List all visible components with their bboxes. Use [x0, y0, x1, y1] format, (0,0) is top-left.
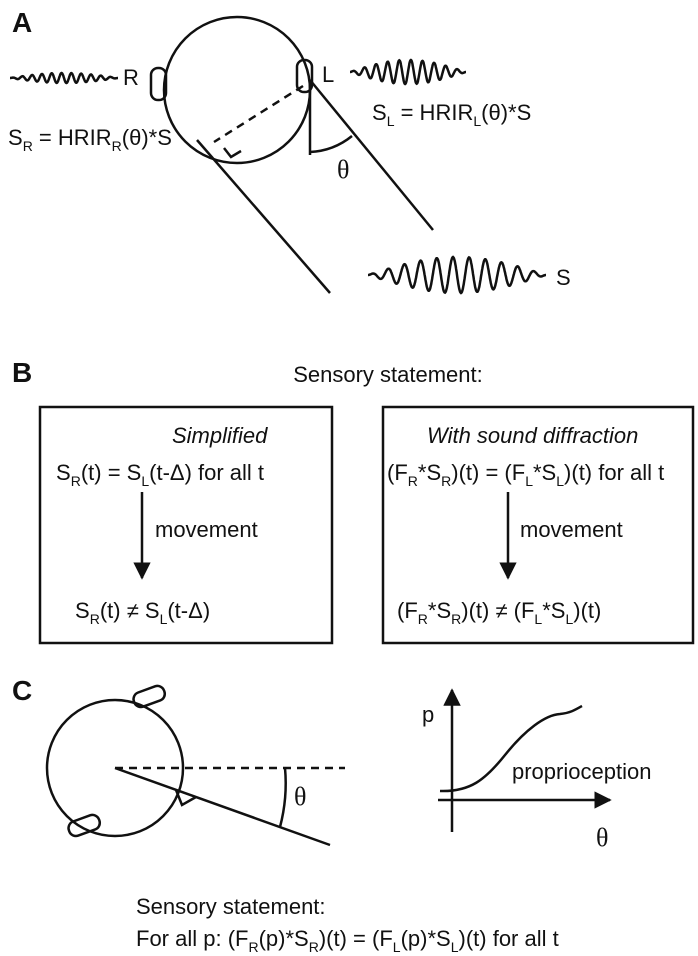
sound-wave	[368, 257, 546, 293]
equation-part: For all p: (F	[136, 926, 248, 951]
equation: SR(t) ≠ SL(t-Δ)	[75, 598, 210, 627]
subscript: R	[309, 939, 319, 955]
equation-part: S	[372, 100, 387, 125]
subscript: R	[71, 473, 81, 489]
subscript: L	[525, 473, 533, 489]
subscript: L	[387, 113, 395, 129]
panel-label: C	[12, 675, 32, 706]
sound-wave	[350, 60, 466, 84]
sound-ray	[197, 140, 330, 293]
angle-arc	[280, 768, 286, 827]
axis-label: p	[422, 702, 434, 727]
subscript: R	[248, 939, 258, 955]
equation-part: )(t) for all t	[564, 460, 664, 485]
angle-label: θ	[337, 155, 349, 184]
equation-part: S	[56, 460, 71, 485]
statement-title: Sensory statement:	[136, 894, 326, 919]
subscript: L	[141, 473, 149, 489]
equation-part: *S	[533, 460, 556, 485]
equation-part: )(t) = (F	[451, 460, 525, 485]
equation-part: (p)*S	[401, 926, 451, 951]
subscript: R	[408, 473, 418, 489]
right-angle	[224, 148, 241, 157]
subscript: L	[565, 611, 573, 627]
subscript: R	[90, 611, 100, 627]
equation-part: (t) ≠ S	[100, 598, 160, 623]
equation: SR = HRIRR(θ)*S	[8, 125, 172, 154]
box-heading: With sound diffraction	[427, 423, 638, 448]
subscript: R	[441, 473, 451, 489]
source-label: S	[556, 265, 571, 290]
path-difference	[214, 86, 303, 142]
equation-part: )(t)	[573, 598, 601, 623]
equation-part: (θ)*S	[481, 100, 531, 125]
equation: (FR*SR)(t) = (FL*SL)(t) for all t	[387, 460, 664, 489]
ear	[132, 684, 167, 709]
ear-label: R	[123, 65, 139, 90]
axis-label: θ	[596, 823, 608, 852]
equation: SL = HRIRL(θ)*S	[372, 100, 531, 129]
equation-part: S	[8, 125, 23, 150]
subscript: R	[23, 138, 33, 154]
equation-part: )(t) ≠ (F	[461, 598, 534, 623]
statement-title: Sensory statement:	[293, 362, 483, 387]
equation-part: (p)*S	[259, 926, 309, 951]
subscript: R	[451, 611, 461, 627]
arrow-label: movement	[520, 517, 623, 542]
equation-part: )(t) = (F	[319, 926, 393, 951]
angle-label: θ	[294, 782, 306, 811]
equation-part: (F	[397, 598, 418, 623]
equation-part: (t-Δ)	[167, 598, 210, 623]
subscript: L	[160, 611, 168, 627]
equation-part: (θ)*S	[122, 125, 172, 150]
equation-part: *S	[428, 598, 451, 623]
equation-part: (t-Δ) for all t	[149, 460, 264, 485]
curve-label: proprioception	[512, 759, 651, 784]
subscript: R	[112, 138, 122, 154]
equation-part: S	[75, 598, 90, 623]
subscript: R	[418, 611, 428, 627]
equation-part: *S	[542, 598, 565, 623]
equation-part: *S	[418, 460, 441, 485]
subscript: L	[451, 939, 459, 955]
head	[164, 17, 310, 163]
equation: (FR*SR)(t) ≠ (FL*SL)(t)	[397, 598, 601, 627]
equation-part: = HRIR	[33, 125, 112, 150]
arrow-label: movement	[155, 517, 258, 542]
panel-label: B	[12, 357, 32, 388]
ear-label: L	[322, 62, 334, 87]
equation-part: )(t) for all t	[459, 926, 559, 951]
panel-label: A	[12, 7, 32, 38]
equation: For all p: (FR(p)*SR)(t) = (FL(p)*SL)(t)…	[136, 926, 559, 955]
subscript: L	[393, 939, 401, 955]
angle-arc	[310, 136, 352, 152]
equation-part: = HRIR	[394, 100, 473, 125]
box-heading: Simplified	[172, 423, 268, 448]
equation-part: (F	[387, 460, 408, 485]
equation-part: (t) = S	[81, 460, 142, 485]
subscript: L	[473, 113, 481, 129]
figure: A R L SR = HRIRR(θ)*S SL = HRIRL(θ)*S θ …	[0, 0, 698, 956]
subscript: L	[534, 611, 542, 627]
subscript: L	[556, 473, 564, 489]
sound-wave	[10, 73, 118, 83]
equation: SR(t) = SL(t-Δ) for all t	[56, 460, 264, 489]
